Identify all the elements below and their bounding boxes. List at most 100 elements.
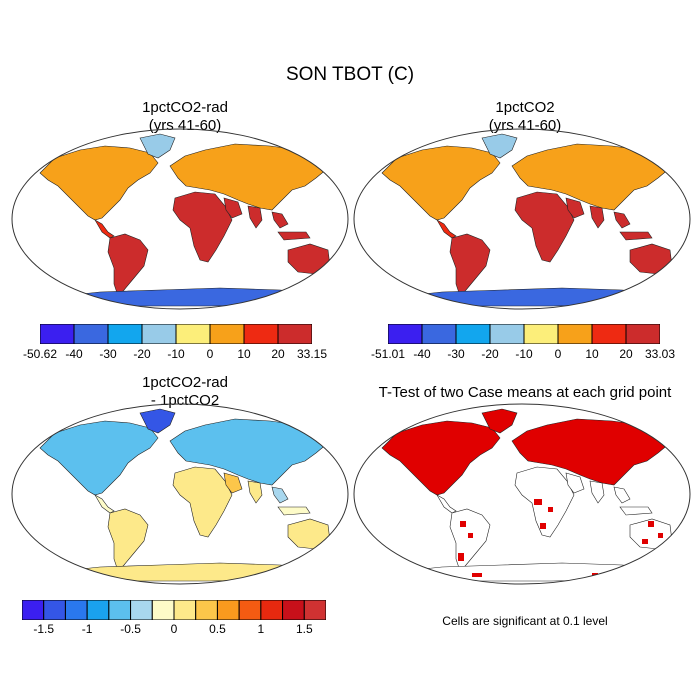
south-america-region <box>107 508 149 572</box>
colorbar-swatch <box>523 324 559 344</box>
antarctica-region <box>385 562 671 582</box>
north-america-region <box>381 420 501 496</box>
land-layer <box>39 408 331 582</box>
land-layer <box>381 408 673 582</box>
india-region <box>247 205 263 229</box>
arabia-region <box>223 197 243 219</box>
map-panel-ttest <box>353 403 691 585</box>
colorbar-swatch <box>489 324 525 344</box>
indonesia-region <box>277 506 311 516</box>
colorbar-swatch <box>43 600 66 620</box>
colorbar-swatch <box>86 600 110 620</box>
africa-region <box>514 191 575 263</box>
map-panel-difference <box>11 403 349 585</box>
colorbar-tick-label: -0.5 <box>120 622 141 636</box>
colorbar-tick-label: 10 <box>585 347 599 361</box>
colorbar-swatch <box>130 600 153 620</box>
colorbar-swatch <box>195 600 218 620</box>
colorbar-swatch <box>40 324 75 344</box>
australia-region <box>287 243 331 275</box>
greenland-region <box>139 133 176 159</box>
colorbar-tick-label: 20 <box>271 347 285 361</box>
colorbar-swatch <box>455 324 491 344</box>
indonesia-region <box>277 231 311 241</box>
colorbar-swatch <box>173 600 197 620</box>
colorbar-swatch <box>243 324 279 344</box>
europe-asia-region <box>169 143 329 211</box>
significance-cell <box>592 573 598 576</box>
colorbar-tick-label: -40 <box>65 347 83 361</box>
colorbar-swatch <box>151 600 175 620</box>
colorbar-tick-label: -30 <box>447 347 465 361</box>
map-panel-1pctco2-mean <box>353 128 691 310</box>
central-am-region <box>94 219 115 239</box>
colorbar-tick-label: -20 <box>481 347 499 361</box>
colorbar-swatch <box>209 324 245 344</box>
se-asia-region <box>271 211 289 229</box>
south-america-region <box>449 233 491 297</box>
significance-cell <box>658 533 663 538</box>
colorbar-swatch <box>282 600 305 620</box>
panel-4-title: T-Test of two Case means at each grid po… <box>355 384 695 402</box>
africa-region <box>172 191 233 263</box>
significance-cell <box>540 523 546 529</box>
colorbar-swatch <box>22 600 45 620</box>
colorbar-tick-label: 0.5 <box>209 622 226 636</box>
figure-title: SON TBOT (C) <box>285 64 415 85</box>
antarctica-region <box>43 287 329 307</box>
colorbar-tick-label: 1 <box>257 622 265 636</box>
panel-4-title-line1: T-Test of two Case means at each grid po… <box>378 384 672 401</box>
significance-cell <box>472 573 482 577</box>
colorbar-tick-label: -20 <box>133 347 151 361</box>
europe-asia-region <box>511 143 671 211</box>
se-asia-region <box>271 486 289 504</box>
colorbar-tick-label: 33.15 <box>296 347 328 361</box>
colorbar-tick-label: 0 <box>206 347 214 361</box>
indonesia-region <box>619 231 653 241</box>
north-america-region <box>39 420 159 496</box>
india-region <box>247 480 263 504</box>
colorbar-3-labels: -1.5 -1 -0.5 0 0.5 1 1.5 <box>0 622 350 638</box>
colorbar-2-labels: -51.01 -40 -30 -20 -10 0 10 20 33.03 <box>348 347 698 363</box>
india-region <box>589 205 605 229</box>
panel-2-title-line1: 1pctCO2 <box>495 99 555 116</box>
south-america-region <box>107 233 149 297</box>
colorbar-swatch <box>421 324 457 344</box>
colorbar-swatch <box>141 324 177 344</box>
colorbar-swatch <box>64 600 88 620</box>
map-border <box>11 128 349 310</box>
africa-region <box>514 466 575 538</box>
colorbar-tick-label: -10 <box>167 347 185 361</box>
map-border <box>11 403 349 585</box>
arabia-region <box>565 472 585 494</box>
significance-cell <box>458 553 464 561</box>
land-layer <box>381 133 673 307</box>
central-am-region <box>436 219 457 239</box>
colorbar-swatch <box>557 324 593 344</box>
colorbar-swatch <box>277 324 312 344</box>
land-layer <box>39 133 331 307</box>
colorbar-tick-label: 10 <box>237 347 251 361</box>
colorbar-tick-label: 0 <box>170 622 178 636</box>
colorbar-tick-label: -40 <box>413 347 431 361</box>
map-panel-1rad-mean <box>11 128 349 310</box>
indonesia-region <box>619 506 653 516</box>
panel-1-title-line1: 1pctCO2-rad <box>142 99 228 116</box>
greenland-region <box>481 408 518 434</box>
map-border <box>353 128 691 310</box>
europe-asia-region <box>169 418 329 486</box>
significance-cell <box>468 533 473 538</box>
colorbar-tick-label: -30 <box>99 347 117 361</box>
colorbar-swatch <box>303 600 326 620</box>
colorbar-tick-label: 1.5 <box>295 622 313 636</box>
central-am-region <box>94 494 115 514</box>
europe-asia-region <box>511 418 671 486</box>
greenland-region <box>481 133 518 159</box>
se-asia-region <box>613 486 631 504</box>
colorbar-swatch <box>388 324 423 344</box>
colorbar-1-labels: -50.62 -40 -30 -20 -10 0 10 20 33.15 <box>0 347 350 363</box>
colorbar-3 <box>22 600 326 620</box>
africa-region <box>172 466 233 538</box>
north-america-region <box>381 145 501 221</box>
australia-region <box>629 243 673 275</box>
